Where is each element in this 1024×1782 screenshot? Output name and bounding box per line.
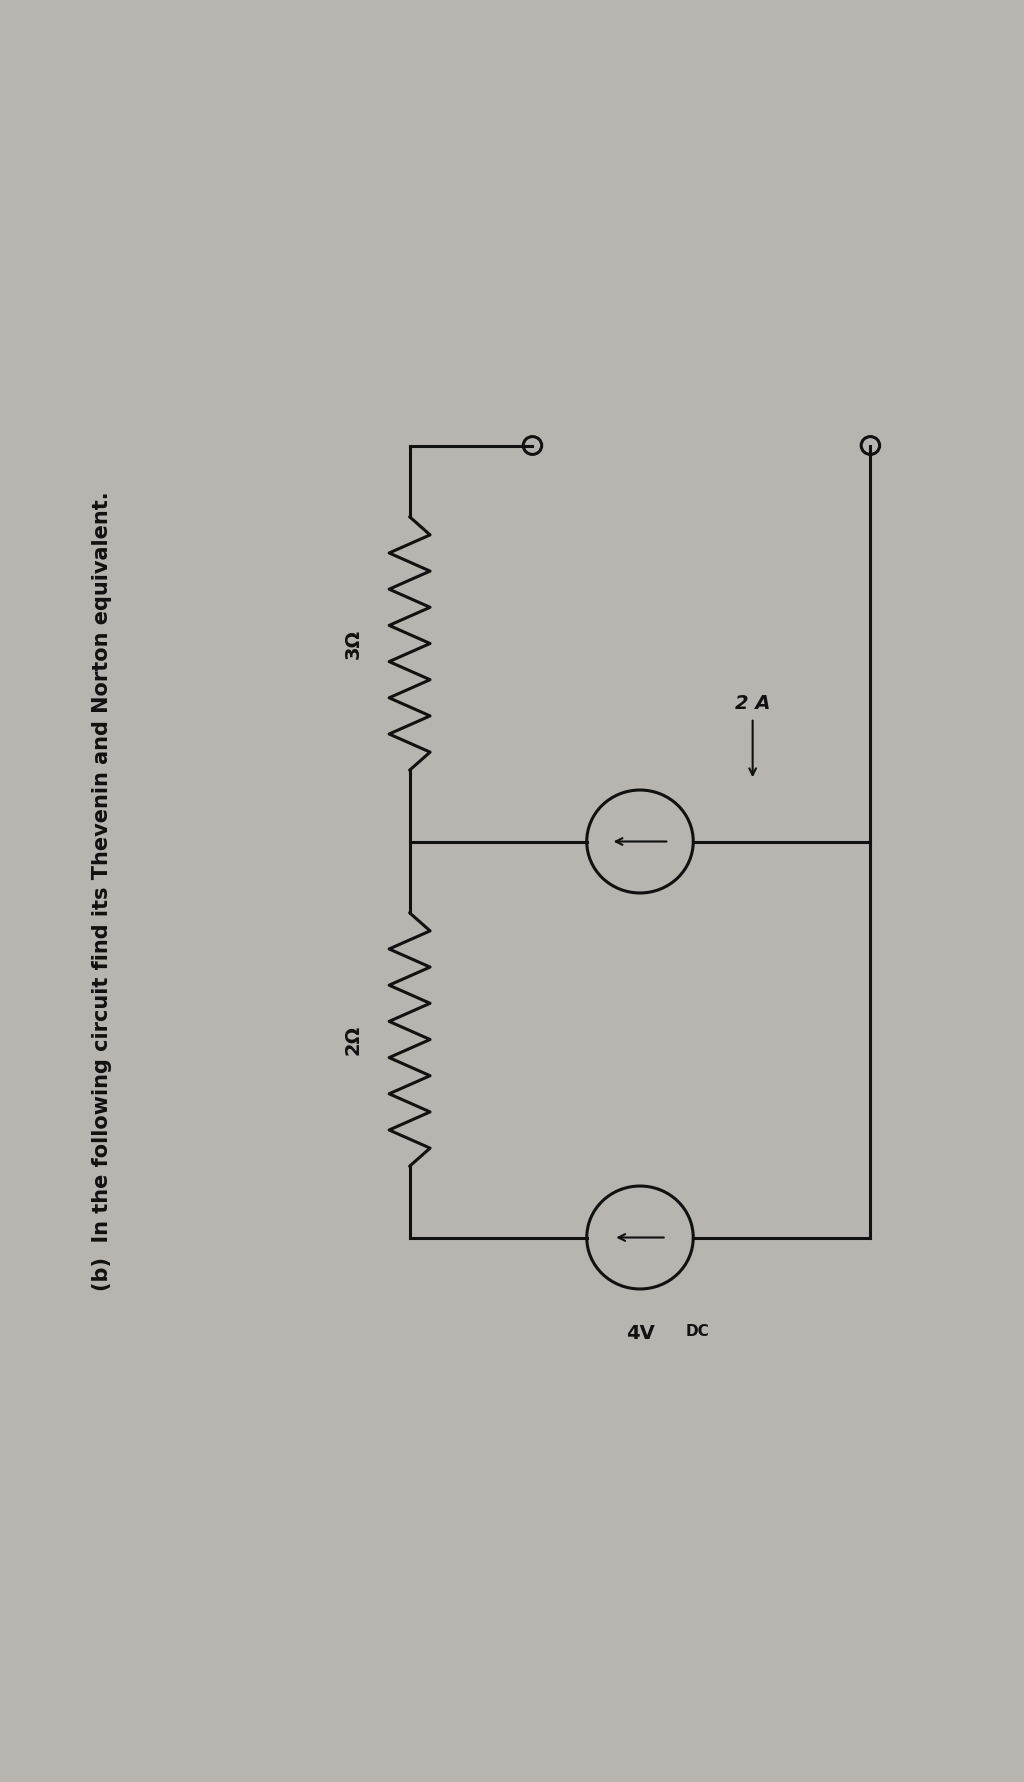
Text: 2 A: 2 A — [735, 693, 770, 713]
Text: (b)  In the following circuit find its Thevenin and Norton equivalent.: (b) In the following circuit find its Th… — [92, 492, 113, 1290]
Circle shape — [523, 437, 542, 454]
Text: 2Ω: 2Ω — [344, 1025, 362, 1055]
Circle shape — [861, 437, 880, 454]
Text: 3Ω: 3Ω — [344, 629, 362, 659]
Text: 4V: 4V — [626, 1324, 654, 1342]
Text: DC: DC — [686, 1324, 710, 1338]
